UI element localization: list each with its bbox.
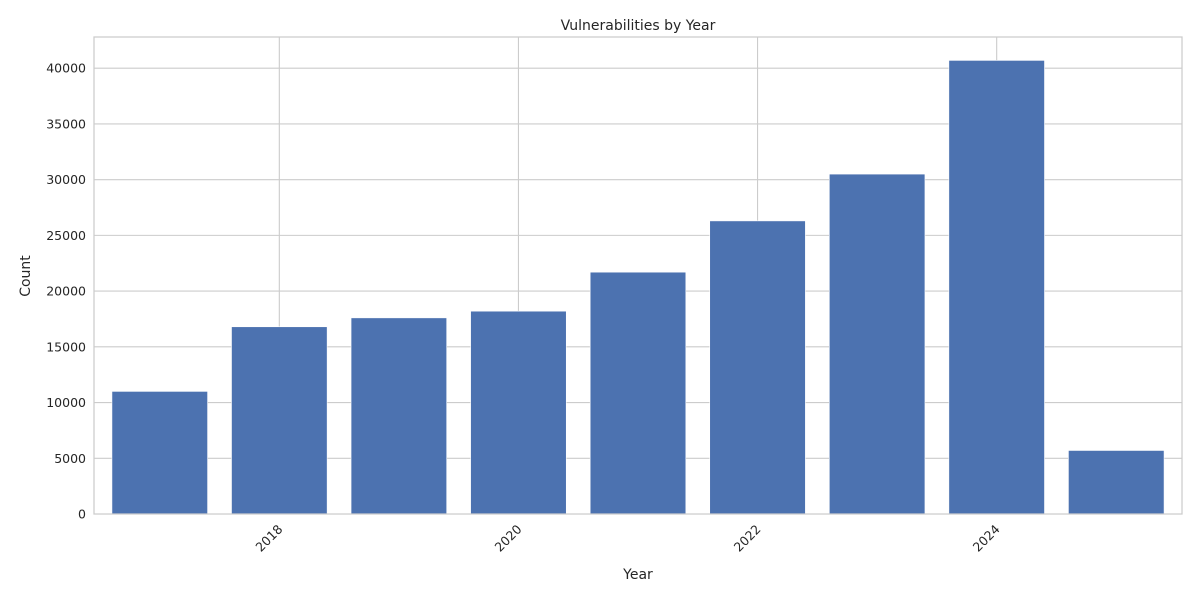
bar-2022 <box>709 220 806 515</box>
y-tick-labels: 0 5000 10000 15000 20000 25000 30000 35000 40000 <box>46 61 86 522</box>
bar-2017 <box>111 391 208 515</box>
chart-title: Vulnerabilities by Year <box>561 18 716 34</box>
x-tick-label: 2018 <box>252 521 285 554</box>
plot-frame <box>93 36 1183 515</box>
y-tick-label: 15000 <box>46 339 86 354</box>
bar-2018 <box>231 326 328 515</box>
x-tick-label: 2020 <box>491 521 524 554</box>
x-axis-label: Year <box>622 567 653 583</box>
bar-2021 <box>589 271 687 515</box>
bar-2019 <box>350 317 448 515</box>
x-tick-label: 2024 <box>970 521 1003 554</box>
bar-2024 <box>948 60 1045 515</box>
y-tick-label: 10000 <box>46 395 86 410</box>
bar-2020 <box>470 310 567 515</box>
y-tick-label: 0 <box>78 507 86 522</box>
bar-2025 <box>1068 450 1165 515</box>
y-tick-label: 25000 <box>46 228 86 243</box>
x-tick-label: 2022 <box>731 522 764 555</box>
y-tick-label: 30000 <box>46 172 86 187</box>
bar-2023 <box>828 173 926 515</box>
y-axis-label: Count <box>18 255 34 297</box>
y-tick-label: 40000 <box>46 61 86 76</box>
bars <box>111 60 1165 515</box>
y-tick-label: 5000 <box>54 451 86 466</box>
x-tick-labels: 2018 2020 2022 2024 <box>252 521 1002 554</box>
y-tick-label: 35000 <box>46 116 86 131</box>
y-tick-label: 20000 <box>46 284 86 299</box>
